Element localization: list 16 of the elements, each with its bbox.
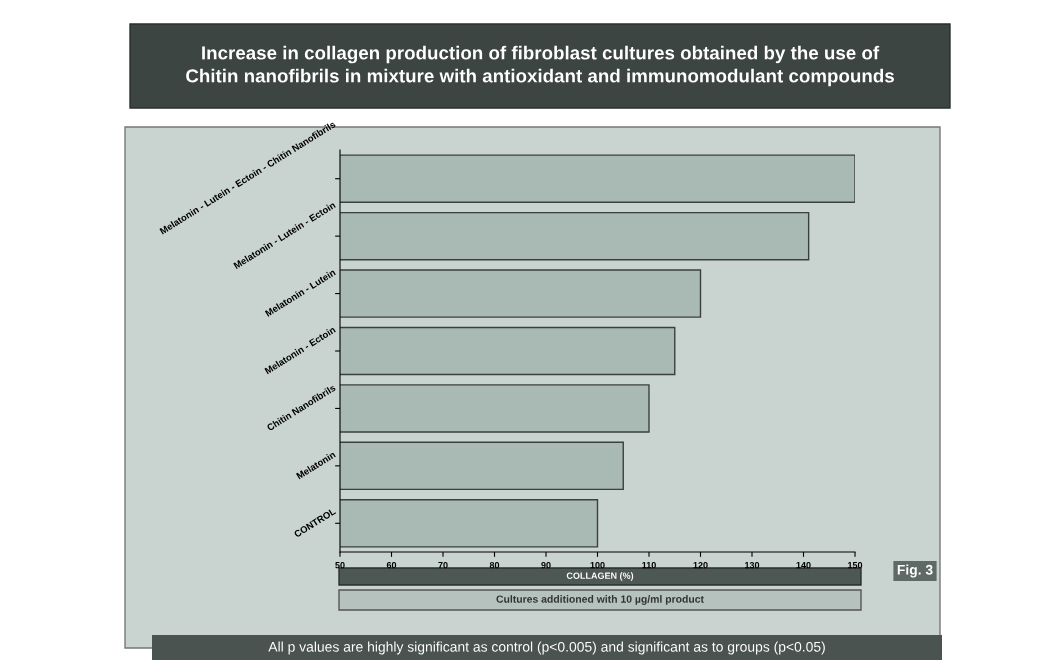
- x-tick-label: 120: [693, 561, 708, 569]
- x-tick-label: 150: [848, 561, 863, 569]
- text: Cultures additioned with 10 µg/ml product: [496, 595, 704, 605]
- x-tick-label: 70: [438, 561, 448, 569]
- chart-title: Increase in collagen production of fibroblast cultures obtained by the use of Chitin nanofibrils in mixture with antioxidant and immunomodulant compounds: [186, 45, 894, 87]
- text: All p values are highly significant as control (p<0.005) and significant as to groups (p<0.05): [268, 641, 825, 655]
- x-axis-title: COLLAGEN (%): [566, 572, 634, 581]
- x-tick-label: 130: [745, 561, 760, 569]
- x-tick-label: 140: [796, 561, 811, 569]
- caption: Fig. 3: [897, 564, 933, 578]
- x-tick-label: 100: [590, 561, 605, 569]
- x-tick-label: 110: [642, 561, 656, 569]
- x-tick-label: 60: [386, 561, 397, 569]
- x-tick-label: 90: [541, 561, 551, 569]
- x-tick-label: 80: [489, 561, 500, 569]
- x-tick-label: 50: [335, 561, 345, 569]
